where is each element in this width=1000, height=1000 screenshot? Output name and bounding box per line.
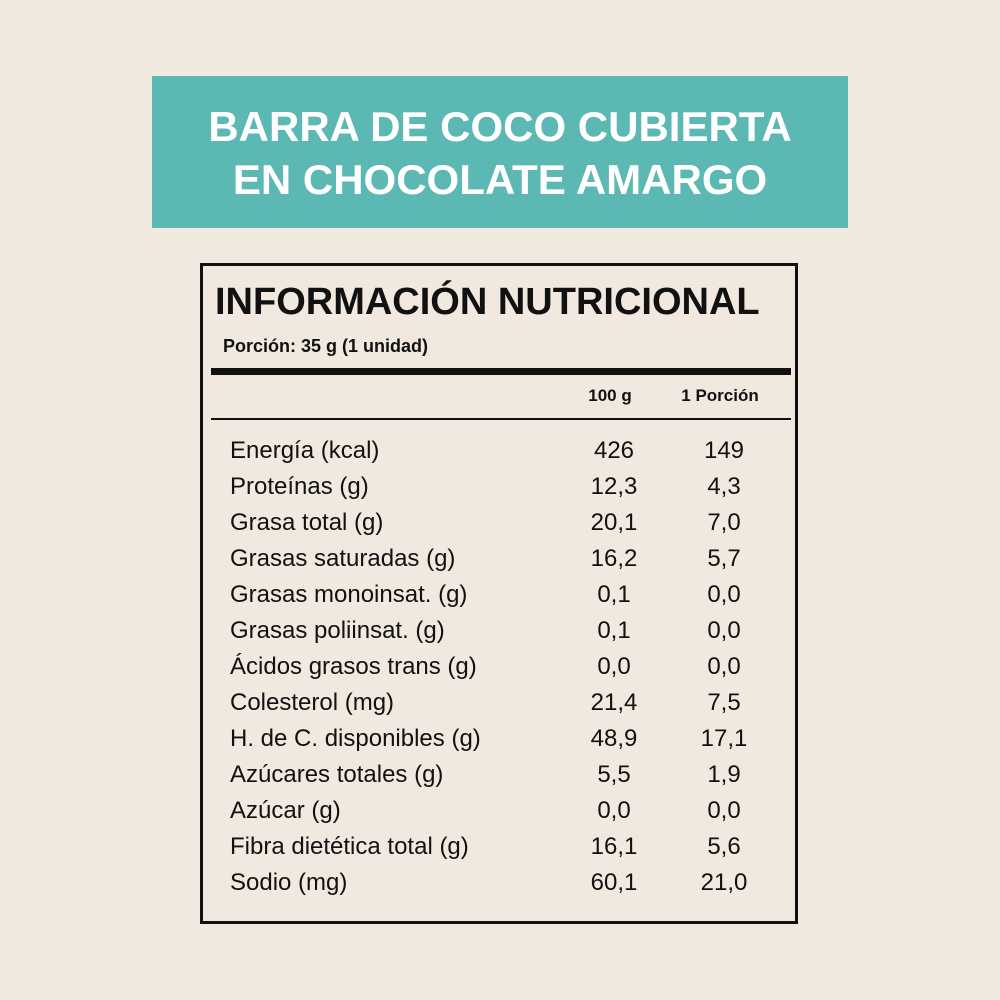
value-100g: 0,0 — [597, 797, 631, 824]
nutrient-name: Proteínas (g) — [230, 473, 369, 500]
value-portion: 0,0 — [707, 617, 741, 644]
value-100g: 0,1 — [597, 581, 631, 608]
value-100g: 20,1 — [590, 509, 638, 536]
banner: BARRA DE COCO CUBIERTA EN CHOCOLATE AMARG… — [152, 76, 848, 228]
value-100g: 16,1 — [590, 833, 638, 860]
nutrient-name: Azúcar (g) — [230, 797, 341, 824]
value-portion: 5,7 — [707, 545, 741, 572]
nutrient-name: Fibra dietética total (g) — [230, 833, 469, 860]
column-header: 100 g — [588, 386, 632, 405]
nutrition-label: INFORMACIÓN NUTRICIONAL Porción: 35 g (1… — [200, 263, 798, 924]
value-100g: 426 — [593, 437, 635, 464]
value-portion: 21,0 — [700, 869, 748, 896]
value-portion: 7,5 — [707, 689, 741, 716]
title-line: EN CHOCOLATE AMARGO — [232, 156, 768, 203]
nutrient-name: Sodio (mg) — [230, 869, 348, 896]
value-portion: 17,1 — [700, 725, 748, 752]
portion: Porción: 35 g (1 unidad) — [223, 336, 429, 356]
nutrient-name: Grasas monoinsat. (g) — [230, 581, 468, 608]
column-header: 1 Porción — [681, 386, 759, 405]
value-portion: 1,9 — [707, 761, 741, 788]
nutrient-name: Grasas poliinsat. (g) — [230, 617, 445, 644]
value-100g: 5,5 — [597, 761, 631, 788]
value-portion: 0,0 — [707, 581, 741, 608]
value-100g: 60,1 — [590, 869, 638, 896]
nutrient-name: H. de C. disponibles (g) — [230, 725, 481, 752]
nutrient-name: Azúcares totales (g) — [230, 761, 444, 788]
value-portion: 0,0 — [707, 797, 741, 824]
value-portion: 4,3 — [707, 473, 741, 500]
nutrient-name: Colesterol (mg) — [230, 689, 395, 716]
nutrient-name: Grasa total (g) — [230, 509, 384, 536]
thin-rule — [211, 418, 791, 420]
value-100g: 48,9 — [590, 725, 638, 752]
value-100g: 21,4 — [590, 689, 638, 716]
value-100g: 12,3 — [590, 473, 638, 500]
value-portion: 7,0 — [707, 509, 741, 536]
label-title: INFORMACIÓN NUTRICIONAL — [215, 281, 760, 323]
nutrient-name: Ácidos grasos trans (g) — [230, 653, 477, 680]
value-100g: 0,1 — [597, 617, 631, 644]
thick-rule — [211, 368, 791, 375]
value-portion: 5,6 — [707, 833, 741, 860]
value-portion: 149 — [703, 437, 745, 464]
nutrient-name: Energía (kcal) — [230, 437, 380, 464]
value-100g: 0,0 — [597, 653, 631, 680]
nutrient-name: Grasas saturadas (g) — [230, 545, 456, 572]
value-100g: 16,2 — [590, 545, 638, 572]
value-portion: 0,0 — [707, 653, 741, 680]
title-line: BARRA DE COCO CUBIERTA — [208, 103, 792, 150]
